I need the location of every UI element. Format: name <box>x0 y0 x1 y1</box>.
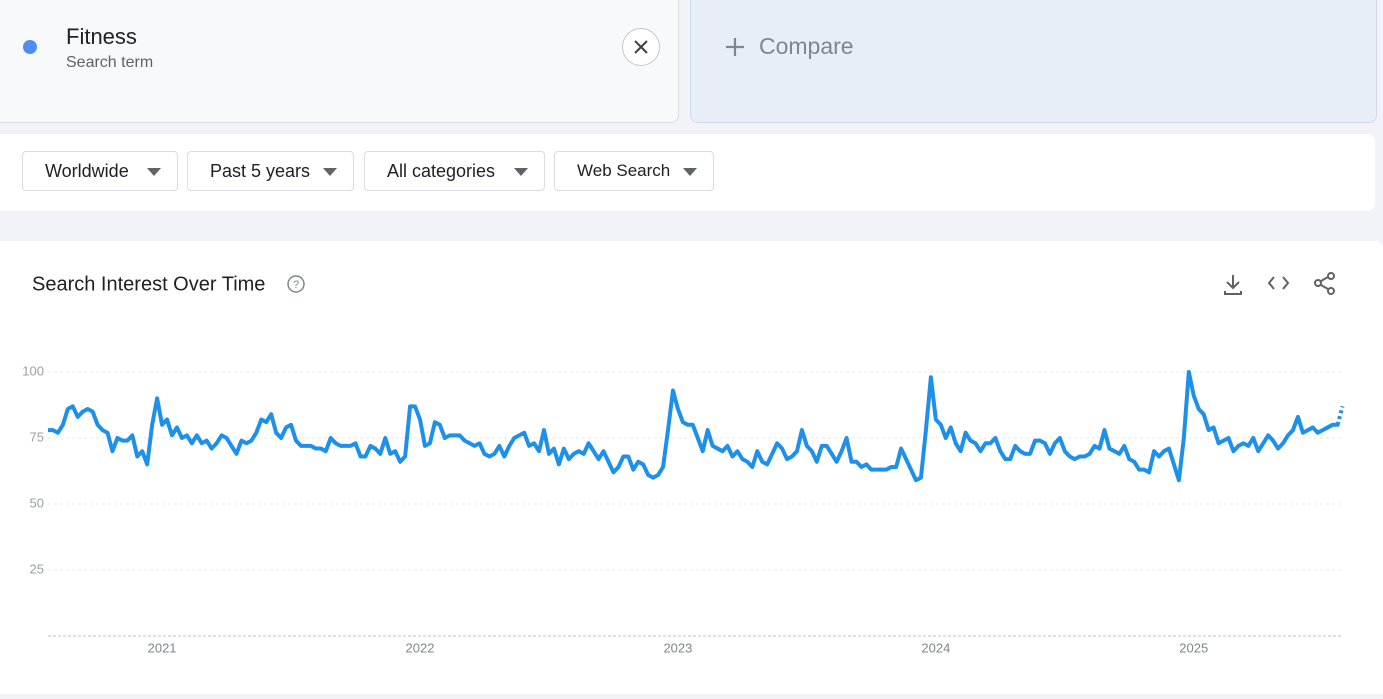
x-tick-label: 2022 <box>406 640 435 655</box>
compare-label: Compare <box>759 33 854 59</box>
y-tick-label: 50 <box>30 495 44 510</box>
dropdown-arrow <box>323 168 337 176</box>
time-filter[interactable]: Past 5 years <box>187 151 354 191</box>
dropdown-arrow <box>147 168 161 176</box>
y-tick-label: 100 <box>22 363 44 378</box>
dropdown-arrow <box>683 168 697 176</box>
filter-label: Web Search <box>577 161 671 180</box>
property-filter[interactable]: Web Search <box>554 151 714 191</box>
filter-label: Worldwide <box>45 160 129 181</box>
term-color-dot <box>23 40 37 54</box>
chart-card: Search Interest Over Time ? 25 50 75 100 202… <box>0 241 1383 694</box>
filter-label: Past 5 years <box>210 160 311 181</box>
close-icon <box>634 40 648 54</box>
filter-bar: Worldwide Past 5 years All categories We… <box>0 134 1375 211</box>
x-tick-label: 2021 <box>148 640 177 655</box>
chart-title: Search Interest Over Time <box>32 273 265 295</box>
dropdown-arrow <box>514 168 528 176</box>
remove-term-button[interactable] <box>622 28 660 66</box>
y-tick-label: 75 <box>30 429 44 444</box>
download-icon[interactable] <box>1224 275 1242 295</box>
region-filter[interactable]: Worldwide <box>22 151 178 191</box>
category-filter[interactable]: All categories <box>364 151 545 191</box>
plus-icon <box>726 38 744 56</box>
x-tick-label: 2025 <box>1179 640 1208 655</box>
y-tick-label: 25 <box>30 561 44 576</box>
share-icon[interactable] <box>1314 272 1335 295</box>
help-icon[interactable]: ? <box>287 275 305 293</box>
chart: Search Interest Over Time ? 25 50 75 100 202… <box>22 272 1345 655</box>
term-type: Search term <box>66 54 154 71</box>
compare-card[interactable]: Compare <box>690 0 1377 123</box>
x-tick-label: 2023 <box>663 640 692 655</box>
term-card: Fitness Search term <box>0 0 679 123</box>
x-tick-label: 2024 <box>921 640 950 655</box>
trend-line <box>48 370 1345 483</box>
partial-segment-gaps <box>1335 405 1345 426</box>
term-name: Fitness <box>66 24 137 49</box>
filter-label: All categories <box>387 160 496 181</box>
embed-icon[interactable] <box>1267 276 1290 290</box>
svg-text:?: ? <box>293 279 299 291</box>
